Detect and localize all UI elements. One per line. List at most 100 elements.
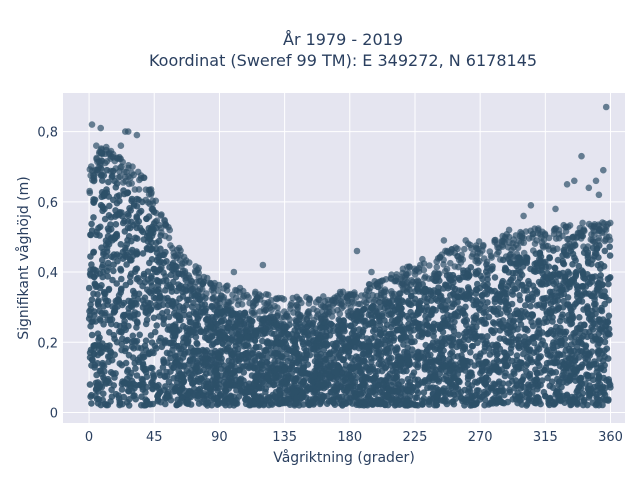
data-point (199, 286, 206, 293)
data-point (128, 169, 136, 177)
data-point (342, 362, 350, 369)
data-point (242, 341, 250, 349)
data-point (139, 386, 147, 393)
data-point (130, 337, 138, 345)
data-point (90, 214, 97, 221)
data-point (481, 289, 489, 297)
data-point (508, 323, 515, 331)
data-point (203, 290, 210, 297)
data-point (242, 326, 250, 334)
data-point (210, 395, 218, 403)
data-point (87, 253, 94, 260)
data-point (544, 269, 551, 277)
data-point (359, 358, 367, 365)
data-point (95, 302, 102, 309)
data-point (559, 232, 566, 240)
data-point (122, 359, 130, 367)
data-point (325, 367, 333, 375)
data-point (85, 284, 93, 292)
data-point (140, 270, 148, 278)
data-point (566, 355, 573, 362)
data-point (419, 255, 426, 263)
data-point (434, 288, 441, 296)
data-point (250, 380, 258, 387)
data-point (552, 369, 560, 376)
data-point (522, 302, 529, 309)
data-point (490, 305, 498, 312)
data-point (444, 247, 451, 255)
data-point (100, 321, 107, 328)
x-tick-label: 270 (468, 430, 493, 445)
data-point (454, 253, 462, 260)
data-point (98, 146, 105, 153)
data-point (120, 380, 128, 387)
data-point (469, 342, 477, 350)
data-point (497, 256, 504, 263)
data-point (162, 221, 169, 228)
data-point (175, 345, 183, 353)
data-point (489, 396, 496, 403)
data-point (100, 192, 108, 199)
data-point (418, 379, 425, 386)
data-point (88, 296, 96, 304)
data-point (448, 277, 455, 284)
data-point (415, 324, 422, 332)
data-point (142, 320, 150, 328)
data-point (267, 339, 275, 347)
data-point (584, 372, 592, 380)
data-point (324, 392, 331, 400)
data-point (377, 331, 385, 338)
data-point (500, 335, 508, 343)
data-point (549, 344, 557, 352)
data-point (94, 291, 101, 298)
data-point (230, 402, 238, 409)
data-point (474, 259, 482, 267)
data-point (429, 326, 437, 333)
data-point (282, 398, 289, 406)
data-point (165, 339, 173, 347)
data-point (188, 292, 196, 299)
data-point (93, 154, 100, 162)
data-point (489, 319, 497, 326)
data-point (469, 394, 476, 402)
data-point (439, 355, 447, 362)
data-point (194, 303, 202, 310)
data-point (94, 400, 102, 407)
data-point (107, 235, 115, 242)
data-point (420, 287, 427, 295)
data-point (595, 227, 602, 235)
data-point (185, 259, 193, 266)
data-point (391, 374, 399, 382)
data-point (156, 337, 163, 345)
data-point (107, 398, 114, 405)
data-point (606, 243, 613, 251)
y-tick-label: 0,6 (37, 196, 58, 211)
data-point (222, 387, 230, 395)
data-point (404, 350, 411, 357)
data-point (560, 368, 567, 376)
data-point (537, 369, 545, 376)
data-point (191, 369, 199, 377)
data-point (385, 386, 392, 393)
data-point (202, 359, 210, 366)
data-point (580, 398, 588, 405)
data-point (294, 399, 301, 407)
data-point (96, 307, 103, 315)
data-point (430, 320, 438, 328)
data-point (588, 348, 596, 356)
data-point (351, 378, 359, 386)
data-point (103, 244, 111, 252)
data-point (265, 318, 272, 326)
data-point (374, 283, 382, 291)
data-point (456, 338, 463, 345)
data-point (529, 282, 537, 290)
data-point (559, 311, 566, 318)
data-point (434, 388, 442, 395)
data-point (325, 381, 332, 389)
data-point (565, 270, 573, 277)
data-point (388, 354, 395, 362)
data-point (312, 343, 320, 350)
data-point (395, 303, 403, 311)
data-point (321, 298, 329, 305)
data-point (112, 390, 120, 398)
